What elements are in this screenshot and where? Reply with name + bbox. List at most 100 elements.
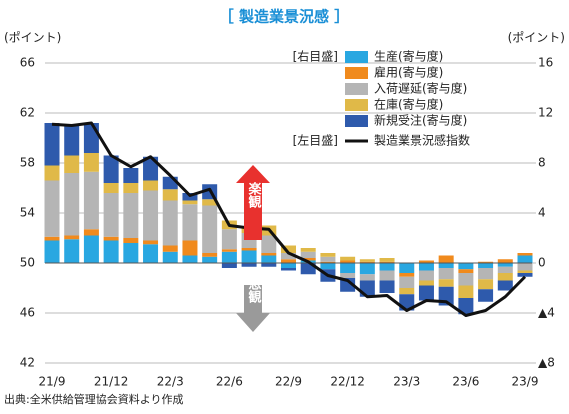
y2-tick-label: 8 bbox=[538, 156, 546, 170]
bar-segment bbox=[44, 123, 60, 166]
bar-segment bbox=[379, 261, 395, 263]
bar-segment bbox=[83, 153, 99, 172]
bar-segment bbox=[320, 261, 336, 263]
bar-segment bbox=[458, 285, 474, 298]
optimism-label: 楽観 bbox=[246, 181, 263, 209]
bar-segment bbox=[103, 155, 119, 183]
bar-segment bbox=[379, 270, 395, 281]
bar-segment bbox=[281, 263, 296, 268]
bar-segment bbox=[379, 258, 395, 262]
bar-segment bbox=[143, 190, 159, 241]
bar-segment bbox=[497, 273, 513, 281]
bar-segment bbox=[517, 273, 533, 277]
index-line bbox=[51, 121, 527, 317]
bar-segment bbox=[438, 268, 454, 280]
bar-segment bbox=[221, 263, 237, 268]
bar-segment bbox=[182, 240, 198, 256]
x-tick-label: 23/3 bbox=[393, 375, 420, 389]
right-scale-note: [右目盛] bbox=[293, 49, 338, 64]
bar-segment bbox=[241, 248, 257, 251]
bar-segment bbox=[281, 268, 296, 271]
y-tick-label: 66 bbox=[20, 56, 35, 70]
bar-segment bbox=[103, 183, 119, 193]
y2-tick-label: 4 bbox=[538, 206, 546, 220]
bar-segment bbox=[83, 171, 99, 230]
bar-segment bbox=[202, 256, 218, 263]
bar-segment bbox=[340, 278, 356, 292]
bar-segment bbox=[202, 199, 218, 206]
y-tick-label: 58 bbox=[20, 156, 35, 170]
x-tick-label: 22/6 bbox=[216, 375, 243, 389]
bar-segment bbox=[438, 255, 454, 263]
bar-segment bbox=[379, 280, 395, 293]
bar-segment bbox=[359, 274, 375, 281]
source: 出典:全米供給管理協会資料より作成 bbox=[4, 392, 184, 406]
bar-segment bbox=[143, 240, 159, 245]
bar-segment bbox=[458, 273, 474, 286]
y2-tick-label: 12 bbox=[538, 106, 553, 120]
x-tick-label: 22/12 bbox=[330, 375, 365, 389]
bar-segment bbox=[162, 251, 178, 263]
bar-segment bbox=[281, 253, 296, 260]
bar-segment bbox=[418, 260, 434, 263]
bar-segment bbox=[418, 285, 434, 301]
plot: 42 46 50 54 58 62 66 ▲8 ▲4 0 4 8 12 16 21/9 21/12 22/3 22… bbox=[20, 56, 555, 389]
bar-segment bbox=[517, 255, 533, 263]
y2-tick-label: ▲4 bbox=[538, 306, 555, 320]
chart-title: ［ 製造業景況感 ］ bbox=[219, 8, 349, 26]
bar-segment bbox=[123, 238, 139, 243]
bar-segment bbox=[478, 279, 494, 290]
y2-tick-label: 16 bbox=[538, 56, 553, 70]
legend-label: 入荷遅延(寄与度) bbox=[374, 81, 467, 96]
legend-swatch bbox=[345, 99, 368, 111]
bar-segment bbox=[418, 280, 434, 286]
bar-segment bbox=[123, 193, 139, 238]
bar-segment bbox=[300, 258, 316, 261]
bar-segment bbox=[261, 263, 277, 267]
bar-segment bbox=[103, 193, 119, 237]
bar-segment bbox=[83, 123, 99, 153]
y-axis-label: (ポイント) bbox=[4, 31, 61, 45]
x-tick-label: 21/9 bbox=[39, 375, 66, 389]
legend-label: 新規受注(寄与度) bbox=[374, 113, 467, 128]
x-tick-label: 23/9 bbox=[512, 375, 539, 389]
legend-label: 在庫(寄与度) bbox=[374, 97, 443, 112]
bar-segment bbox=[241, 263, 257, 267]
bar-segment bbox=[478, 268, 494, 280]
bar-segment bbox=[359, 263, 375, 275]
pessimism-label: 悲観 bbox=[246, 276, 263, 304]
bar-segment bbox=[399, 273, 415, 277]
bar-segment bbox=[418, 263, 434, 271]
bar-segment bbox=[202, 205, 218, 253]
bar-segment bbox=[221, 249, 237, 252]
bar-segment bbox=[64, 239, 80, 263]
bar-segment bbox=[182, 204, 198, 241]
bar-segment bbox=[261, 253, 277, 256]
bar-segment bbox=[517, 270, 533, 273]
bar-segment bbox=[162, 200, 178, 246]
bar-segment bbox=[241, 250, 257, 263]
bar-segment bbox=[379, 263, 395, 271]
pessimism-arrow bbox=[236, 285, 270, 332]
legend-swatch bbox=[345, 67, 368, 79]
bar-segment bbox=[300, 248, 316, 252]
bar-segment bbox=[497, 266, 513, 273]
y-tick-label: 46 bbox=[20, 306, 35, 320]
bar-segment bbox=[143, 156, 159, 181]
bar-segment bbox=[517, 263, 533, 271]
bar-segment bbox=[458, 269, 474, 273]
bar-segment bbox=[64, 235, 80, 240]
y-tick-label: 50 bbox=[20, 256, 35, 270]
x-tick-label: 22/3 bbox=[157, 375, 184, 389]
y-tick-label: 42 bbox=[20, 356, 35, 370]
legend-swatch bbox=[345, 83, 368, 95]
y2-axis-label: (ポイント) bbox=[508, 31, 565, 45]
bar-segment bbox=[261, 235, 277, 253]
bar-segment bbox=[340, 273, 356, 278]
bar-segment bbox=[438, 263, 454, 268]
bar-segment bbox=[300, 251, 316, 258]
bar-segment bbox=[497, 259, 513, 263]
bar-segment bbox=[320, 256, 336, 262]
bar-segment bbox=[64, 155, 80, 173]
